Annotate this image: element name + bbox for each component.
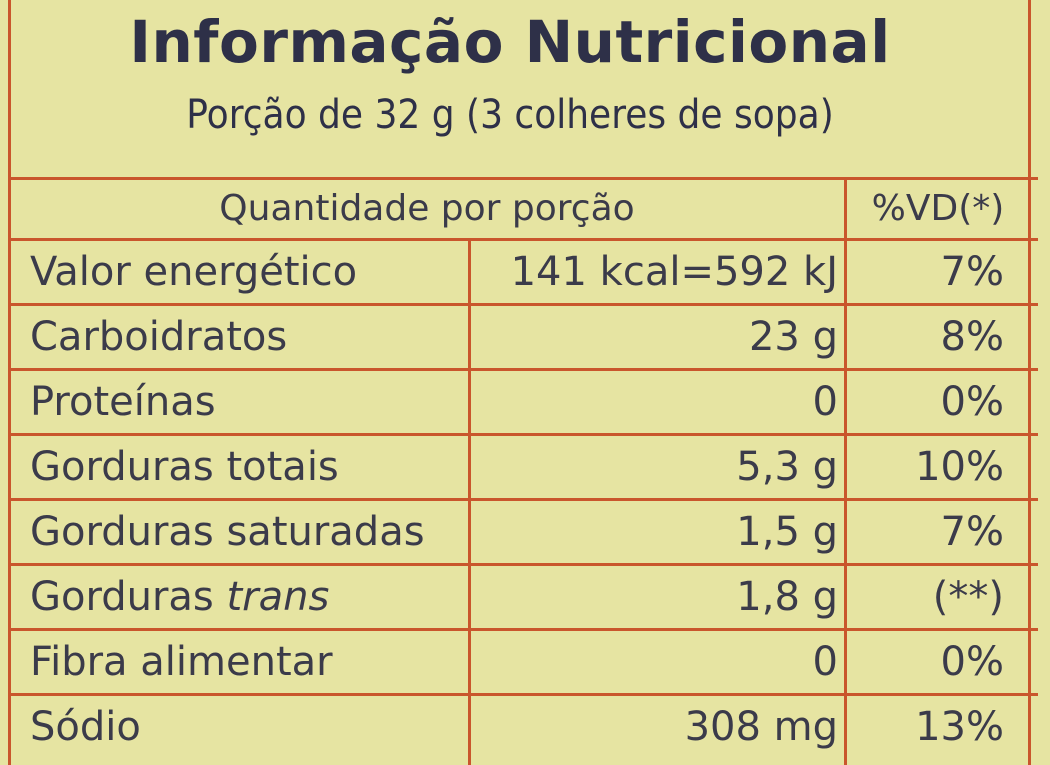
amount: 23 g: [748, 314, 838, 360]
amount: 308 mg: [684, 704, 838, 750]
nutrient-text: Proteínas: [30, 379, 216, 425]
nutrient-text: Gorduras totais: [30, 444, 339, 490]
amount: 5,3 g: [736, 444, 838, 490]
rule: [1028, 0, 1031, 765]
nutrient: Fibra alimentar: [30, 630, 333, 694]
daily-value: 7%: [940, 249, 1004, 295]
nutrient: Gorduras trans: [30, 565, 329, 629]
nutrient-text: Gorduras saturadas: [30, 509, 425, 555]
nutrient: Sódio: [30, 695, 141, 759]
rule: [844, 178, 847, 765]
rule: [8, 238, 1038, 241]
nutrient: Carboidratos: [30, 305, 287, 369]
daily-value: 7%: [940, 509, 1004, 555]
daily-value: 0%: [940, 379, 1004, 425]
nutrient-text: Carboidratos: [30, 314, 288, 360]
amount: 0: [812, 639, 838, 685]
rule: [8, 628, 1038, 631]
amount: 141 kcal=592 kJ: [510, 249, 838, 295]
rule: [8, 177, 1038, 180]
column-header: Quantidade por porção: [219, 188, 635, 229]
nutrient: Proteínas: [30, 370, 216, 434]
rule: [8, 498, 1038, 501]
rule: [8, 368, 1038, 371]
column-header: %VD(*): [871, 188, 1005, 229]
rule: [8, 433, 1038, 436]
nutrient-text: Gorduras: [30, 574, 214, 620]
rule: [8, 303, 1038, 306]
rule: [8, 693, 1038, 696]
daily-value: 10%: [915, 444, 1004, 490]
amount: 1,8 g: [736, 574, 838, 620]
nutrient: Gorduras saturadas: [30, 500, 425, 564]
subtitle: Porção de 32 g (3 colheres de sopa): [186, 92, 834, 138]
rule: [8, 563, 1038, 566]
nutrient-text: Fibra alimentar: [30, 639, 333, 685]
daily-value: 8%: [940, 314, 1004, 360]
nutrient-text: Sódio: [30, 704, 141, 750]
nutrient: Gorduras totais: [30, 435, 339, 499]
daily-value: 0%: [940, 639, 1004, 685]
daily-value: (**): [932, 574, 1004, 620]
nutrient-italic: trans: [226, 574, 330, 620]
title: Informação Nutricional: [129, 8, 891, 76]
rule: [8, 0, 11, 765]
amount: 1,5 g: [736, 509, 838, 555]
daily-value: 13%: [915, 704, 1004, 750]
nutrient: Valor energético: [30, 240, 357, 304]
rule: [468, 240, 471, 765]
amount: 0: [812, 379, 838, 425]
nutrient-text: Valor energético: [30, 249, 358, 295]
